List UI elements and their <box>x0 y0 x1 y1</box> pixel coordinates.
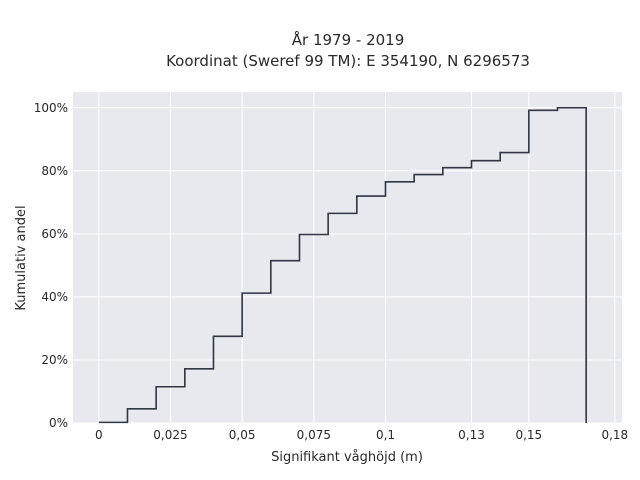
x-tick-label: 0,1 <box>376 428 395 442</box>
x-tick-label: 0,075 <box>297 428 331 442</box>
y-axis-label: Kumulativ andel <box>14 205 29 310</box>
y-gridlines <box>73 107 622 424</box>
x-tick-label: 0,05 <box>229 428 256 442</box>
chart-title-line2: Koordinat (Sweref 99 TM): E 354190, N 62… <box>166 52 530 70</box>
x-tick-label: 0,025 <box>153 428 187 442</box>
x-tick-label: 0,15 <box>515 428 542 442</box>
x-tick-labels: 0 0,025 0,05 0,075 0,1 0,13 0,15 0,18 <box>95 428 628 442</box>
y-tick-label: 60% <box>41 227 68 241</box>
plot-area <box>73 92 622 423</box>
x-tick-label: 0,18 <box>601 428 628 442</box>
y-tick-label: 40% <box>41 290 68 304</box>
x-axis-label: Signifikant våghöjd (m) <box>271 450 423 465</box>
y-tick-labels: 0% 20% 40% 60% 80% 100% <box>34 101 68 430</box>
y-tick-label: 80% <box>41 164 68 178</box>
chart-title-line1: År 1979 - 2019 <box>292 30 405 49</box>
y-tick-label: 20% <box>41 353 68 367</box>
x-tick-label: 0,13 <box>458 428 485 442</box>
x-tick-label: 0 <box>95 428 103 442</box>
cumulative-step-line <box>98 106 587 424</box>
y-tick-label: 0% <box>49 416 68 430</box>
y-tick-label: 100% <box>34 101 68 115</box>
